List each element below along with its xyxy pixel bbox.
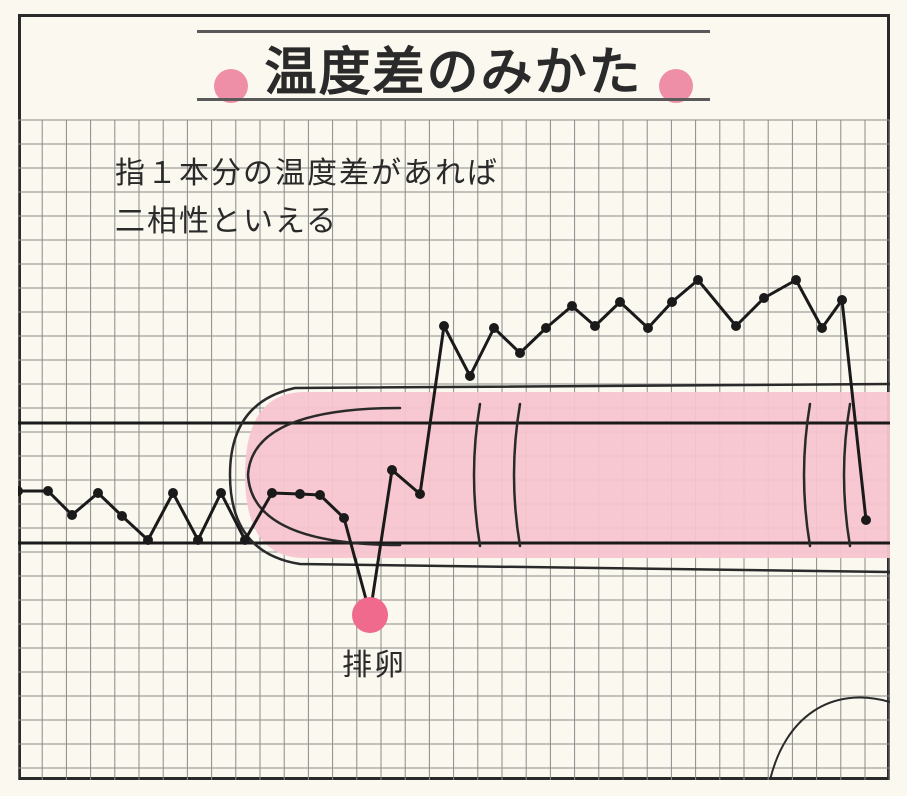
temperature-chart xyxy=(0,0,907,796)
ovulation-label: 排卵 xyxy=(342,640,406,684)
title-text: 温度差のみかた xyxy=(258,44,648,102)
title-rule-bottom xyxy=(197,98,710,101)
description: 指１本分の温度差があれば 二相性といえる xyxy=(115,150,499,246)
description-line2: 二相性といえる xyxy=(115,205,338,238)
description-line1: 指１本分の温度差があれば xyxy=(115,157,499,190)
title-inner: 温度差のみかた xyxy=(208,30,699,105)
title-block: 温度差のみかた xyxy=(0,30,907,105)
